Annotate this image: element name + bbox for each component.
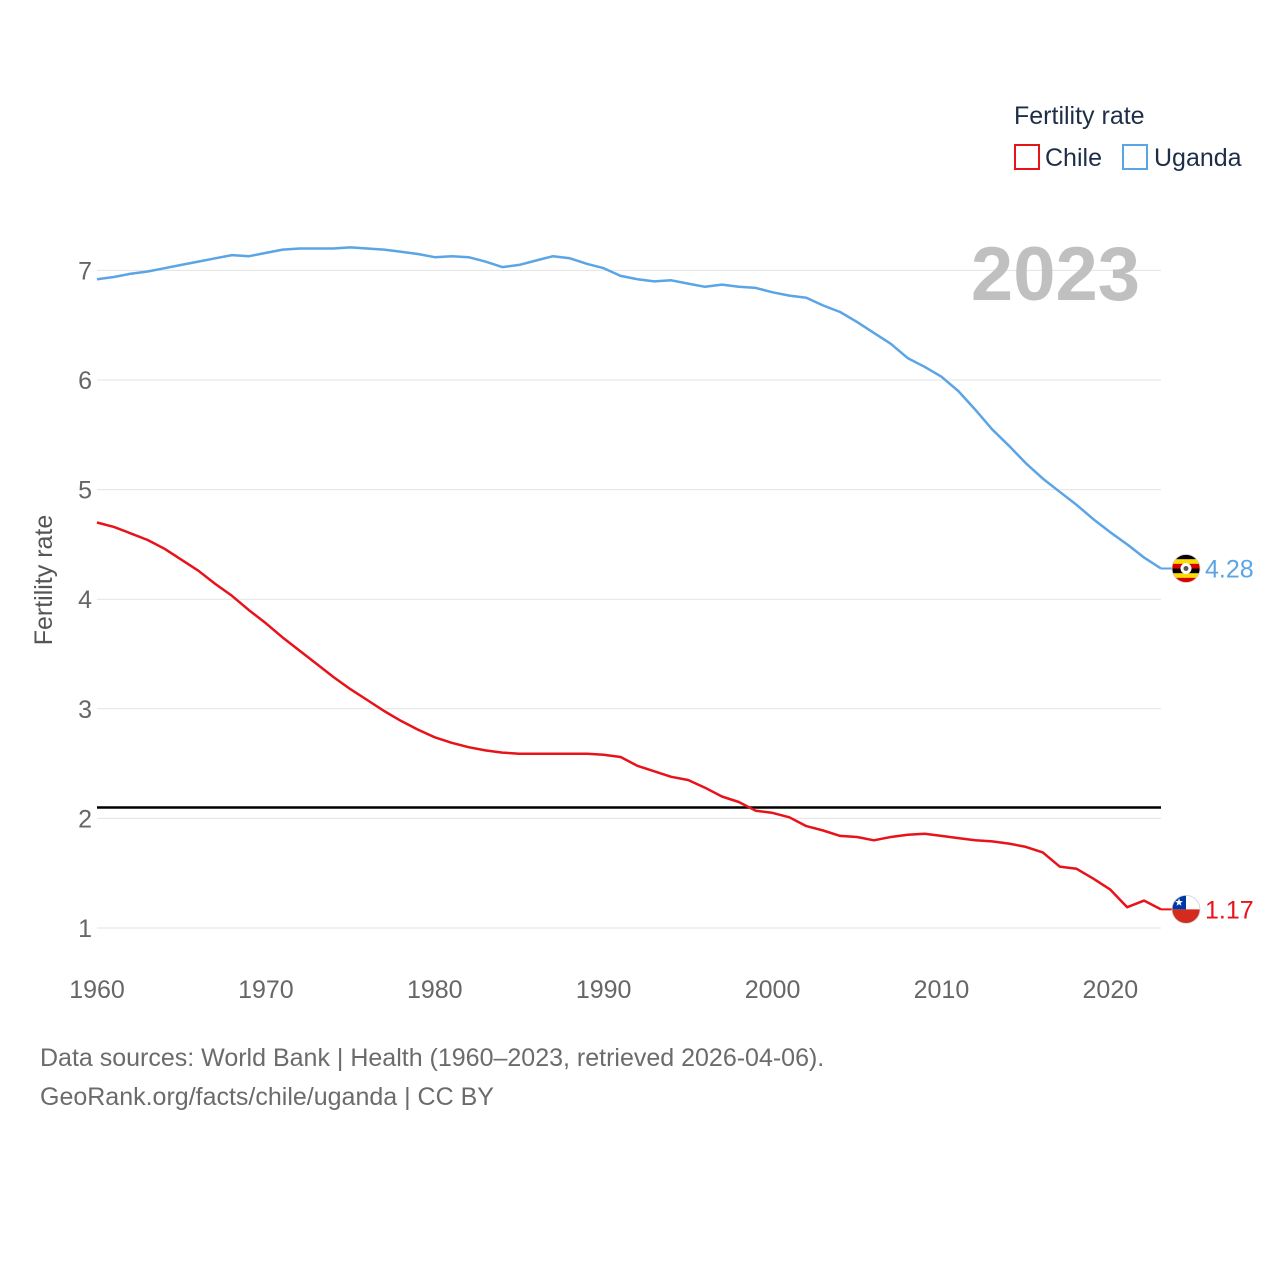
uganda-flag-icon — [1171, 554, 1201, 583]
end-value-label-chile: 1.17 — [1205, 896, 1254, 924]
series-lines — [96, 246, 1162, 911]
legend-label-chile: Chile — [1045, 144, 1102, 172]
legend-swatch-chile — [1014, 144, 1040, 170]
y-tick-label: 3 — [78, 696, 92, 724]
y-axis-ticks: 1 2 3 4 5 6 7 — [78, 257, 92, 943]
y-tick-label: 6 — [78, 367, 92, 395]
chile-flag-icon — [1171, 894, 1201, 924]
year-label: 2023 — [971, 232, 1140, 317]
legend: Fertility rate Chile Uganda — [1014, 102, 1242, 172]
end-value-label-uganda: 4.28 — [1205, 556, 1254, 584]
x-tick-label: 2010 — [914, 976, 970, 1004]
x-tick-label: 1970 — [238, 976, 294, 1004]
y-tick-label: 4 — [78, 586, 92, 614]
attribution-text: GeoRank.org/facts/chile/uganda | CC BY — [40, 1083, 494, 1111]
gridlines — [97, 269, 1161, 929]
x-tick-label: 1990 — [576, 976, 632, 1004]
legend-swatch-uganda — [1122, 144, 1148, 170]
x-tick-label: 1980 — [407, 976, 463, 1004]
y-axis-label: Fertility rate — [30, 515, 58, 646]
series-line-chile — [96, 521, 1162, 911]
x-tick-label: 2020 — [1083, 976, 1139, 1004]
y-tick-label: 1 — [78, 915, 92, 943]
x-axis-ticks: 1960 1970 1980 1990 2000 2010 2020 — [69, 976, 1138, 1004]
x-tick-label: 1960 — [69, 976, 125, 1004]
series-end-markers: 1.17 4.28 — [1161, 554, 1254, 924]
legend-label-uganda: Uganda — [1154, 144, 1242, 172]
series-line-uganda — [96, 246, 1162, 570]
y-tick-label: 7 — [78, 257, 92, 285]
x-tick-label: 2000 — [745, 976, 801, 1004]
y-tick-label: 2 — [78, 805, 92, 833]
data-source-text: Data sources: World Bank | Health (1960–… — [40, 1044, 825, 1072]
y-tick-label: 5 — [78, 477, 92, 505]
legend-title: Fertility rate — [1014, 102, 1145, 130]
